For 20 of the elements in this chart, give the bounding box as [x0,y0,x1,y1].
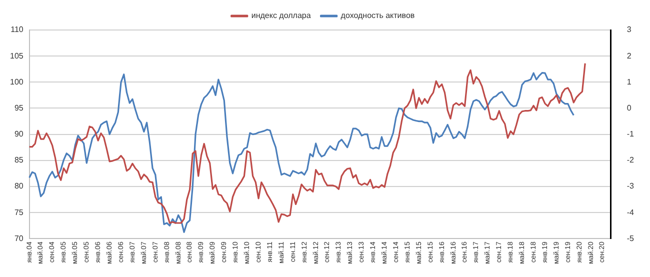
y-tick-label: 70 [14,234,24,243]
y-tick-label: 90 [14,130,24,139]
legend-label: доходность активов [340,11,415,20]
y2-tick-label: 2 [626,51,632,60]
y2-tick-label: 1 [626,77,632,86]
y2-tick-label: -1 [626,130,635,139]
y-tick-label: 105 [10,51,24,60]
y-tick-label: 95 [14,103,24,112]
y2-tick-label: -3 [626,182,635,191]
y-tick-label: 75 [14,208,24,217]
y2-tick-label: 0 [626,103,632,112]
y-tick-label: 110 [10,25,24,34]
y2-tick-label: -4 [626,208,635,217]
y-tick-label: 80 [14,182,24,191]
y2-tick-label: -5 [626,234,635,243]
y2-tick-label: -2 [626,156,635,165]
legend-label: индекс доллара [251,11,312,20]
y-tick-label: 100 [10,77,24,86]
y2-tick-label: 3 [626,25,632,34]
y-tick-label: 85 [14,156,24,165]
